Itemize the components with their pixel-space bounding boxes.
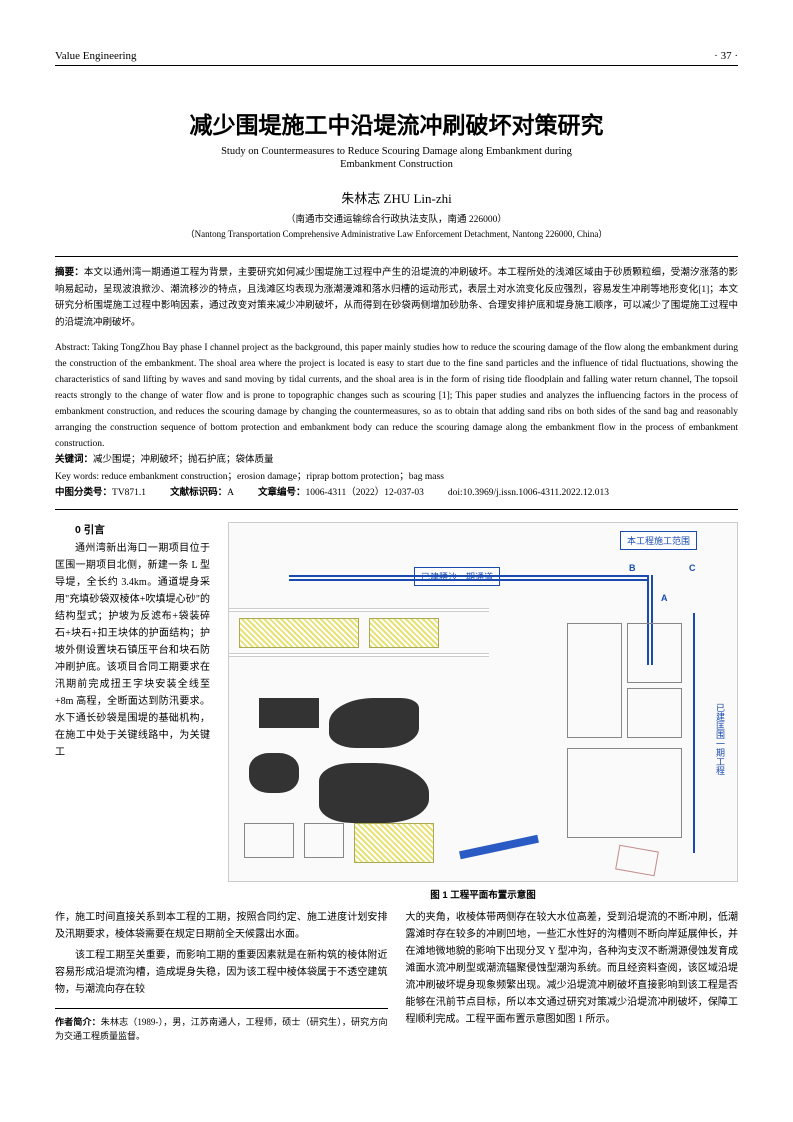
left-column: 0 引言 通州湾新出海口一期项目位于匡围一期项目北侧，新建一条 L 型导堤，全长… xyxy=(55,522,210,901)
abstract-cn-block: 摘要：本文以通州湾一期通道工程为背景，主要研究如何减少围堤施工过程中产生的沿堤流… xyxy=(55,265,738,332)
body-section: 0 引言 通州湾新出海口一期项目位于匡围一期项目北侧，新建一条 L 型导堤，全长… xyxy=(55,522,738,901)
figure-1-map: 本工程施工范围 已建腰沙一期通道 已建匡围一期工程 A B C xyxy=(228,522,738,882)
clc-label: 中图分类号： xyxy=(55,487,112,498)
map-dark-4 xyxy=(319,763,429,823)
figure-1-caption: 图 1 工程平面布置示意图 xyxy=(228,887,738,901)
doccode-label: 文献标识码： xyxy=(170,487,227,498)
keywords-cn-label: 关键词： xyxy=(55,454,93,465)
map-enclosure-2 xyxy=(627,688,682,738)
title-english-1: Study on Countermeasures to Reduce Scour… xyxy=(55,146,738,157)
map-shade-1 xyxy=(239,618,359,648)
map-channel-line2 xyxy=(289,579,649,581)
map-dark-2 xyxy=(329,698,419,748)
author-bio: 作者简介：朱林志（1989-），男，江苏南通人，工程师，硕士（研究生），研究方向… xyxy=(55,1008,388,1044)
author-bio-label: 作者简介： xyxy=(55,1017,101,1027)
keywords-en-text: reduce embankment construction；erosion d… xyxy=(99,472,444,482)
abstract-en-label: Abstract: xyxy=(55,343,90,353)
articleid-label: 文章编号： xyxy=(258,487,306,498)
doi-value: doi:10.3969/j.issn.1006-4311.2022.12.013 xyxy=(448,485,609,501)
articleid-value: 1006-4311（2022）12-037-03 xyxy=(305,488,423,498)
doccode-value: A xyxy=(227,488,234,498)
two-column-body: 作，施工时间直接关系到本工程的工期，按照合同约定、施工进度计划安排及汛期要求，棱… xyxy=(55,909,738,1044)
map-road-2 xyxy=(229,653,489,657)
title-english-2: Embankment Construction xyxy=(55,159,738,170)
map-enclosure-1 xyxy=(627,623,682,683)
author-name: 朱林志 ZHU Lin-zhi xyxy=(55,188,738,207)
title-chinese: 减少围堤施工中沿堤流冲刷破坏对策研究 xyxy=(55,106,738,140)
abstract-cn-text: 本文以通州湾一期通道工程为背景，主要研究如何减少围堤施工过程中产生的沿堤流的冲刷… xyxy=(55,268,738,328)
map-right-border xyxy=(693,613,695,853)
map-channel-line xyxy=(289,575,649,577)
page-header: Value Engineering · 37 · xyxy=(55,50,738,66)
map-enclosure-3 xyxy=(567,623,622,738)
abstract-en-block: Abstract: Taking TongZhou Bay phase I ch… xyxy=(55,340,738,453)
body-col-left: 作，施工时间直接关系到本工程的工期，按照合同约定、施工进度计划安排及汛期要求，棱… xyxy=(55,909,388,1044)
keywords-en-label: Key words: xyxy=(55,472,99,482)
figure-point-a: A xyxy=(661,593,668,603)
figure-kuangwei-label: 已建匡围一期工程 xyxy=(714,703,727,775)
affiliation-en: （Nantong Transportation Comprehensive Ad… xyxy=(55,227,738,240)
section-0-heading: 0 引言 xyxy=(75,524,105,536)
map-dark-3 xyxy=(249,753,299,793)
keywords-cn: 关键词：减少围堤；冲刷破坏；抛石护底；袋体质量 xyxy=(55,452,738,468)
map-road-1 xyxy=(229,608,489,612)
divider-bottom xyxy=(55,509,738,510)
section-0-para1: 通州湾新出海口一期项目位于匡围一期项目北侧，新建一条 L 型导堤，全长约 3.4… xyxy=(55,540,210,761)
abstract-cn-label: 摘要： xyxy=(55,267,84,278)
map-block-2 xyxy=(304,823,344,858)
body-left-p1: 作，施工时间直接关系到本工程的工期，按照合同约定、施工进度计划安排及汛期要求，棱… xyxy=(55,909,388,943)
map-blue-1 xyxy=(459,835,539,859)
map-shade-3 xyxy=(354,823,434,863)
figure-point-c: C xyxy=(689,563,696,573)
clc-value: TV871.1 xyxy=(112,488,146,498)
author-bio-text: 朱林志（1989-），男，江苏南通人，工程师，硕士（研究生），研究方向为交通工程… xyxy=(55,1017,388,1041)
divider-top xyxy=(55,256,738,257)
abstract-en-text: Taking TongZhou Bay phase I channel proj… xyxy=(55,343,738,450)
map-enclosure-4 xyxy=(567,748,682,838)
figure-point-b: B xyxy=(629,563,636,573)
journal-name: Value Engineering xyxy=(55,50,137,62)
keywords-en: Key words: reduce embankment constructio… xyxy=(55,469,738,485)
map-shade-2 xyxy=(369,618,439,648)
map-poly-1 xyxy=(615,845,659,877)
map-dark-1 xyxy=(259,698,319,728)
figure-scope-label: 本工程施工范围 xyxy=(620,531,697,550)
page-number: · 37 · xyxy=(714,50,738,62)
body-left-p2: 该工程工期至关重要，而影响工期的重要因素就是在新构筑的棱体附近容易形成沿堤流沟槽… xyxy=(55,947,388,998)
body-right-p1: 大的夹角，收棱体带两侧存在较大水位高差，受到沿堤流的不断冲刷，低潮露滩时存在较多… xyxy=(406,909,739,1028)
affiliation-cn: （南通市交通运输综合行政执法支队，南通 226000） xyxy=(55,211,738,225)
right-column-figure: 本工程施工范围 已建腰沙一期通道 已建匡围一期工程 A B C xyxy=(228,522,738,901)
body-col-right: 大的夹角，收棱体带两侧存在较大水位高差，受到沿堤流的不断冲刷，低潮露滩时存在较多… xyxy=(406,909,739,1044)
meta-line: 中图分类号：TV871.1 文献标识码：A 文章编号：1006-4311（202… xyxy=(55,485,738,501)
keywords-cn-text: 减少围堤；冲刷破坏；抛石护底；袋体质量 xyxy=(93,455,274,465)
map-block-1 xyxy=(244,823,294,858)
